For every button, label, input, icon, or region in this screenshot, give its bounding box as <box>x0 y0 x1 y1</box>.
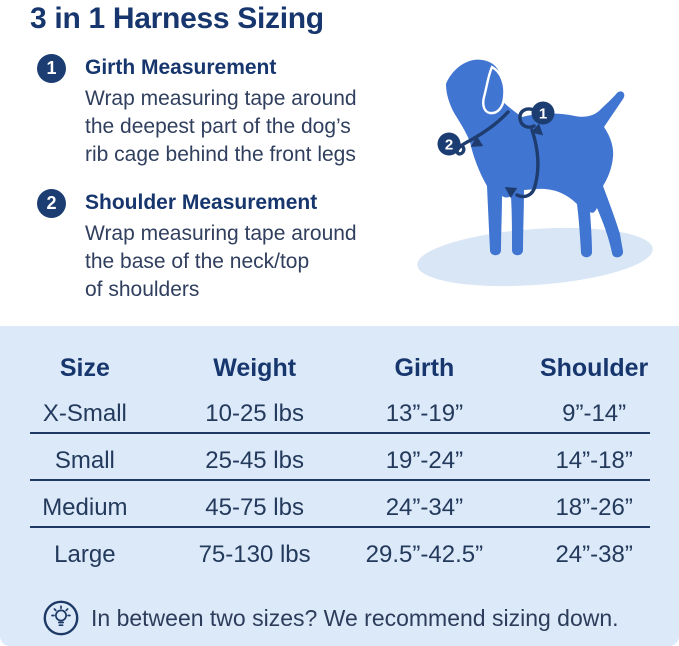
cell-girth: 19”-24” <box>385 447 464 474</box>
cell-shoulder: 18”-26” <box>555 494 633 521</box>
page-title: 3 in 1 Harness Sizing <box>30 2 324 35</box>
row-divider <box>30 526 650 528</box>
cell-weight: 10-25 lbs <box>205 400 304 427</box>
marker-1-circle <box>531 101 555 125</box>
girth-hook-arrowhead <box>530 123 544 136</box>
step-2-badge: 2 <box>37 189 66 218</box>
shoulder-measurement-body: Wrap measuring tape around the base of t… <box>85 222 357 301</box>
marker-2-label: 2 <box>445 137 453 154</box>
header-weight: Weight <box>213 353 297 382</box>
cell-weight: 45-75 lbs <box>205 494 304 521</box>
cell-weight: 75-130 lbs <box>198 541 311 568</box>
girth-measurement-body: Wrap measuring tape around the deepest p… <box>85 87 357 166</box>
table-row: Small 25-45 lbs 19”-24” 14”-18” <box>0 443 679 479</box>
cell-girth: 13”-19” <box>385 400 464 427</box>
cell-size: Large <box>54 541 116 568</box>
step-1-badge: 1 <box>37 54 66 83</box>
girth-hook-line <box>518 107 536 129</box>
diagram-markers: 1 2 <box>437 101 555 156</box>
cell-girth: 29.5”-42.5” <box>365 541 484 568</box>
lightbulb-icon <box>43 600 79 636</box>
girth-line <box>515 128 540 199</box>
ground-shadow <box>417 227 653 287</box>
table-row: Medium 45-75 lbs 24”-34” 18”-26” <box>0 490 679 526</box>
header-girth: Girth <box>394 353 455 382</box>
sizing-tip: In between two sizes? We recommend sizin… <box>42 598 619 638</box>
shoulder-arrowhead <box>470 135 484 147</box>
cell-size: Small <box>54 447 115 474</box>
dog-silhouette <box>446 59 625 258</box>
girth-bottom-arrowhead <box>504 187 518 199</box>
header-size: Size <box>59 353 110 382</box>
cell-weight: 25-45 lbs <box>205 447 304 474</box>
marker-2-circle <box>437 132 461 156</box>
cell-shoulder: 24”-38” <box>555 541 633 568</box>
cell-shoulder: 9”-14” <box>562 400 627 427</box>
row-divider <box>30 432 650 434</box>
cell-girth: 24”-34” <box>385 494 464 521</box>
dog-ear <box>482 65 506 115</box>
shoulder-measurement-heading: Shoulder Measurement <box>85 191 318 214</box>
dog-measurement-diagram: 1 2 <box>413 50 668 297</box>
row-divider <box>30 479 650 481</box>
cell-size: X-Small <box>42 400 127 427</box>
cell-shoulder: 14”-18” <box>555 447 633 474</box>
arrowheads <box>470 123 544 199</box>
marker-1-label: 1 <box>539 106 547 123</box>
table-row: X-Small 10-25 lbs 13”-19” 9”-14” <box>0 396 679 432</box>
header-shoulder: Shoulder <box>539 353 649 382</box>
table-row: Large 75-130 lbs 29.5”-42.5” 24”-38” <box>0 537 679 573</box>
sizing-table: Size Weight Girth Shoulder X-Small 10-25… <box>0 326 679 646</box>
sizing-tip-text: In between two sizes? We recommend sizin… <box>91 604 619 631</box>
dog-illustration: 1 2 <box>417 59 653 287</box>
girth-measurement-section: 1 Girth Measurement Wrap measuring tape … <box>37 54 357 169</box>
table-header-row: Size Weight Girth Shoulder <box>0 350 679 386</box>
cell-size: Medium <box>42 494 128 521</box>
girth-measurement-heading: Girth Measurement <box>85 56 277 79</box>
shoulder-measurement-section: 2 Shoulder Measurement Wrap measuring ta… <box>37 189 357 304</box>
